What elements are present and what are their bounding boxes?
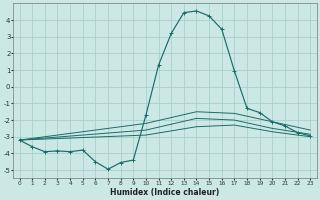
X-axis label: Humidex (Indice chaleur): Humidex (Indice chaleur) [110,188,220,197]
